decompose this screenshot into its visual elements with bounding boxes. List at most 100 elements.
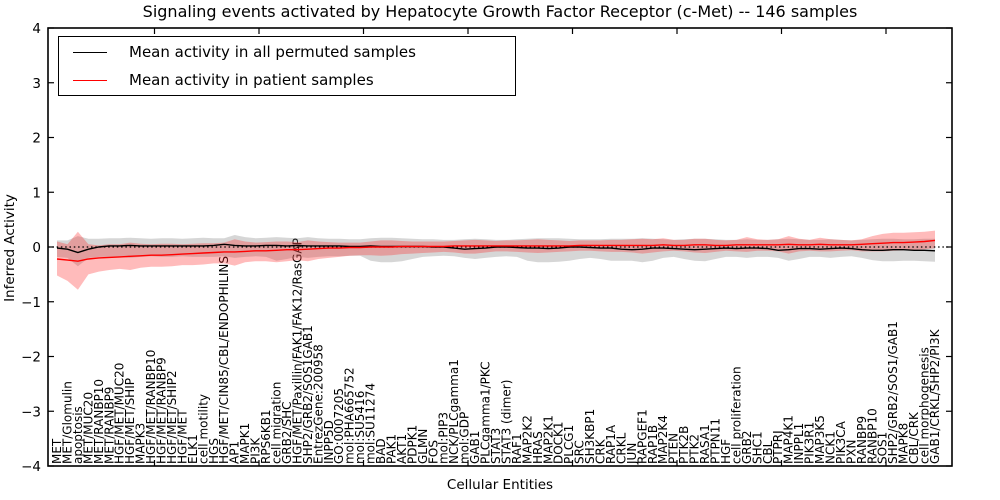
x-category-label: STAT3 (dimer) bbox=[499, 380, 513, 464]
x-category-label: RAP1B bbox=[646, 425, 660, 464]
x-category-label: PTPN11 bbox=[709, 418, 723, 464]
x-category-label: RPS6KB1 bbox=[259, 409, 273, 464]
x-category-label: BAD bbox=[374, 438, 388, 464]
x-category-label: NCK/PLCgamma1 bbox=[447, 359, 461, 464]
x-category-label: MET bbox=[50, 438, 64, 464]
x-category-label: MET/RANBP9 bbox=[102, 387, 116, 464]
x-category-label: SHP2/GRB2/SOS1/GAB1 bbox=[886, 321, 900, 464]
x-category-label: HGF/MET/MUC20 bbox=[113, 363, 127, 464]
x-category-label: PLCgamma1/PKC bbox=[479, 361, 493, 464]
y-tick-label: −1 bbox=[21, 295, 41, 311]
legend: Mean activity in all permuted samples Me… bbox=[58, 36, 516, 96]
permuted-mean-line bbox=[56, 243, 936, 254]
x-category-label: HGF/MET/SHIP bbox=[123, 378, 137, 464]
x-category-label: RANBP9 bbox=[855, 416, 869, 464]
x-category-label: HGF/MET/Paxillin/FAK1/FAK12/RasGAP bbox=[290, 238, 304, 464]
x-category-label: MAP3K5 bbox=[813, 415, 827, 464]
x-category-label: GO:0007205 bbox=[332, 388, 346, 464]
x-category-label: PIK3R1 bbox=[803, 422, 817, 464]
x-category-label: MET/RANBP10 bbox=[92, 379, 106, 464]
y-tick-label: −3 bbox=[21, 404, 41, 420]
x-category-label: SRC bbox=[573, 440, 587, 464]
x-category-label: PTPRJ bbox=[771, 430, 785, 464]
chart-title: Signaling events activated by Hepatocyte… bbox=[142, 2, 858, 21]
y-tick-label: −2 bbox=[21, 350, 41, 366]
x-category-label: HGF/MET/CIN85/CBL/ENDOPHILINS bbox=[217, 256, 231, 464]
x-category-label: CBL/CRK bbox=[907, 411, 921, 464]
x-category-label: DOCK1 bbox=[552, 421, 566, 464]
legend-label-patient: Mean activity in patient samples bbox=[129, 71, 374, 89]
x-category-label: SHC1 bbox=[750, 431, 764, 464]
x-category-label: MAP2K4 bbox=[656, 415, 670, 464]
x-category-label: mol:PHA665752 bbox=[343, 367, 357, 464]
patient-mean-line bbox=[56, 239, 936, 262]
x-category-label: cell morphogenesis bbox=[918, 347, 932, 464]
x-category-label: SOS1 bbox=[876, 432, 890, 464]
x-category-label: AKT1 bbox=[395, 434, 409, 464]
x-category-label: PAK1 bbox=[384, 434, 398, 464]
legend-label-permuted: Mean activity in all permuted samples bbox=[129, 43, 416, 61]
x-category-label: MAP4K1 bbox=[782, 415, 796, 464]
x-category-label: GAB1/CRKL/SHP2/PI3K bbox=[928, 328, 942, 464]
x-category-label: SHP2/GRB2/SOS1GAB1 bbox=[301, 325, 315, 464]
y-tick-label: −4 bbox=[21, 459, 41, 475]
x-category-label: PIK3CA bbox=[834, 420, 848, 464]
x-category-label: MET/Glomulin bbox=[60, 381, 74, 464]
x-category-label: EntrezGene:200958 bbox=[311, 344, 325, 464]
patient-line-swatch bbox=[73, 79, 107, 81]
x-category-label: RAPGEF1 bbox=[635, 409, 649, 464]
permuted-band bbox=[57, 235, 935, 267]
x-category-label: GRB2/SHC bbox=[280, 401, 294, 464]
x-category-label: apoptosis bbox=[71, 406, 85, 464]
legend-item-permuted: Mean activity in all permuted samples bbox=[73, 39, 515, 65]
x-category-label: HRAS bbox=[531, 431, 545, 464]
y-tick-label: 3 bbox=[32, 76, 41, 92]
x-category-label: ELK1 bbox=[186, 434, 200, 464]
x-category-label: mol:PIP3 bbox=[437, 412, 451, 464]
x-category-label: HGF bbox=[719, 439, 733, 464]
x-category-label: MAP2K1 bbox=[541, 415, 555, 464]
x-category-label: INPP5D bbox=[322, 420, 336, 464]
x-category-label: PXN bbox=[844, 440, 858, 464]
x-category-label: CRK bbox=[594, 438, 608, 464]
x-category-label: RASA1 bbox=[698, 424, 712, 464]
x-category-label: cell proliferation bbox=[729, 366, 743, 464]
y-tick-label: 0 bbox=[32, 240, 41, 256]
x-category-label: cell migration bbox=[270, 382, 284, 464]
y-tick-label: 2 bbox=[32, 131, 41, 147]
x-category-label: GRB2 bbox=[740, 430, 754, 464]
x-category-label: MAPK1 bbox=[238, 423, 252, 464]
x-category-label: PDPK1 bbox=[405, 425, 419, 464]
x-category-label: PLCG1 bbox=[562, 425, 576, 464]
x-category-label: SH3KBP1 bbox=[583, 409, 597, 464]
x-category-label: HGS bbox=[207, 438, 221, 464]
x-category-label: HGF/MET/RANBP10 bbox=[144, 350, 158, 464]
x-category-label: RAF1 bbox=[510, 433, 524, 464]
x-category-label: STAT3 bbox=[489, 428, 503, 464]
x-category-label: PTK2B bbox=[677, 426, 691, 464]
x-category-label: MAPK8 bbox=[897, 423, 911, 464]
x-category-label: PI3K bbox=[249, 437, 263, 464]
x-category-label: AP1 bbox=[228, 441, 242, 464]
y-tick-label: 1 bbox=[32, 185, 41, 201]
x-category-label: PTK2 bbox=[688, 434, 702, 464]
x-axis-title: Cellular Entities bbox=[446, 477, 554, 493]
x-category-label: RANBP10 bbox=[865, 408, 879, 464]
x-category-label: mol:GDP bbox=[458, 412, 472, 464]
x-category-label: RAP1A bbox=[604, 424, 618, 464]
y-tick-label: 4 bbox=[32, 21, 41, 37]
x-category-label: NCK1 bbox=[823, 431, 837, 464]
x-category-label: HGF/MET/RANBP9 bbox=[155, 357, 169, 464]
x-category-label: JUN bbox=[625, 443, 639, 465]
x-category-label: PTEN bbox=[667, 433, 681, 464]
x-category-label: mol:SU5416 bbox=[353, 391, 367, 464]
x-category-label: MAPK3 bbox=[134, 423, 148, 464]
legend-item-patient: Mean activity in patient samples bbox=[73, 67, 515, 93]
x-category-label: mol:SU11274 bbox=[364, 383, 378, 464]
x-category-label: cell motility bbox=[196, 394, 210, 464]
x-category-label: FOS bbox=[426, 440, 440, 464]
x-category-label: GAB1 bbox=[468, 431, 482, 464]
x-category-label: CBL bbox=[761, 440, 775, 464]
